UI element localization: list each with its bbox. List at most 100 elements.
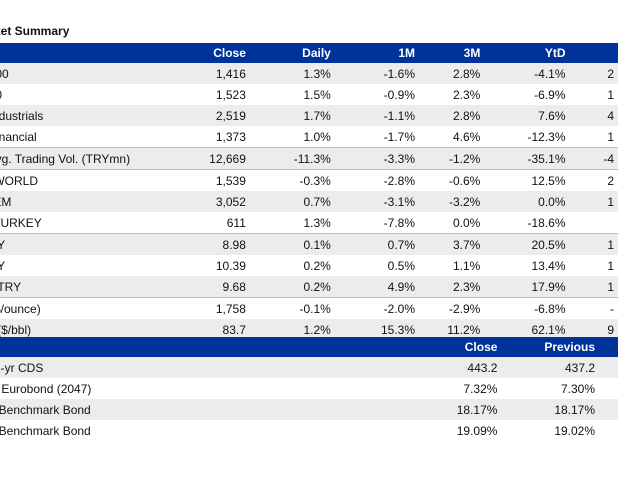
row-value: 9.68 xyxy=(165,276,250,298)
table-row: D ($/ounce)1,758-0.1%-2.0%-2.9%-6.8%- xyxy=(0,297,618,319)
table-row: CI TURKEY6111.3%-7.8%0.0%-18.6% xyxy=(0,212,618,234)
row-value: 0.2% xyxy=(249,276,335,298)
row-label: CI WORLD xyxy=(0,169,166,191)
bond-header-previous: Previous xyxy=(501,337,600,357)
row-value: 1.3% xyxy=(249,212,335,234)
row-value: 83.7 xyxy=(165,319,250,340)
row-value: -11.3% xyxy=(249,147,335,170)
row-label: CI EM xyxy=(0,191,166,212)
row-value: 0.7% xyxy=(334,233,420,255)
bond-filler xyxy=(599,399,618,420)
row-value: 4 xyxy=(569,105,618,126)
table-title: ket Summary xyxy=(0,24,70,38)
row-value: 8.98 xyxy=(165,233,250,255)
row-label: /TRY xyxy=(0,255,166,276)
row-label: ket/TRY xyxy=(0,276,166,298)
row-value: 1.1% xyxy=(419,255,485,276)
row-value: 1.7% xyxy=(249,105,335,126)
row-value: 1.3% xyxy=(249,63,335,84)
row-value: 0.7% xyxy=(249,191,335,212)
row-value: -35.1% xyxy=(484,147,570,170)
row-value: 12,669 xyxy=(165,147,250,170)
market-summary-table: Close Daily 1M 3M YtD T-1001,4161.3%-1.6… xyxy=(0,43,618,340)
row-value: 1.5% xyxy=(249,84,335,105)
row-value: -3.1% xyxy=(334,191,420,212)
row-value: 4.6% xyxy=(419,126,485,148)
row-value: 20.5% xyxy=(484,233,570,255)
row-value: 10.39 xyxy=(165,255,250,276)
row-value: -4.1% xyxy=(484,63,570,84)
row-value: 1 xyxy=(569,233,618,255)
bond-value: 18.17% xyxy=(451,399,502,420)
row-value: -0.1% xyxy=(249,297,335,319)
row-label: T-Financial xyxy=(0,126,166,148)
row-value: 0.5% xyxy=(334,255,420,276)
row-value: -1.2% xyxy=(419,147,485,170)
row-value: 4.9% xyxy=(334,276,420,298)
row-label: NT ($/bbl) xyxy=(0,319,166,340)
row-value: -1.6% xyxy=(334,63,420,84)
row-value: 12.5% xyxy=(484,169,570,191)
table-row: /TRY8.980.1%0.7%3.7%20.5%1 xyxy=(0,233,618,255)
bond-header-name xyxy=(0,337,452,357)
row-value: -3.3% xyxy=(334,147,420,170)
row-value: 1.0% xyxy=(249,126,335,148)
column-header-name xyxy=(0,43,166,63)
row-value: -6.9% xyxy=(484,84,570,105)
bond-label: ey 5-yr CDS xyxy=(0,357,452,378)
bond-value: 7.30% xyxy=(501,378,600,399)
table-header-row: Close Daily 1M 3M YtD xyxy=(0,43,618,63)
row-value: 0.2% xyxy=(249,255,335,276)
row-value: 2.8% xyxy=(419,63,485,84)
row-value: 2 xyxy=(569,169,618,191)
bond-header-close: Close xyxy=(451,337,502,357)
column-header-ytd: YtD xyxy=(484,43,570,63)
row-label: T-Industrials xyxy=(0,105,166,126)
row-label: T-100 xyxy=(0,63,166,84)
bond-row: ey - Eurobond (2047)7.32%7.30% xyxy=(0,378,618,399)
row-value: 9 xyxy=(569,319,618,340)
row-value: 17.9% xyxy=(484,276,570,298)
row-label: /TRY xyxy=(0,233,166,255)
row-value: 611 xyxy=(165,212,250,234)
bond-value: 19.09% xyxy=(451,420,502,441)
row-value: -1.7% xyxy=(334,126,420,148)
row-value: -6.8% xyxy=(484,297,570,319)
row-value: 1 xyxy=(569,126,618,148)
row-value: 1 xyxy=(569,276,618,298)
row-value: 2.3% xyxy=(419,84,485,105)
row-value: 1 xyxy=(569,255,618,276)
row-value xyxy=(569,212,618,234)
row-value: 13.4% xyxy=(484,255,570,276)
bond-header-filler xyxy=(599,337,618,357)
row-label: CI TURKEY xyxy=(0,212,166,234)
bond-label: ey - Eurobond (2047) xyxy=(0,378,452,399)
row-value: -2.9% xyxy=(419,297,485,319)
row-value: 1,523 xyxy=(165,84,250,105)
column-header-3m: 3M xyxy=(419,43,485,63)
row-value: -7.8% xyxy=(334,212,420,234)
row-value: 0.1% xyxy=(249,233,335,255)
bond-value: 19.02% xyxy=(501,420,600,441)
row-value: 7.6% xyxy=(484,105,570,126)
row-value: -2.0% xyxy=(334,297,420,319)
bond-filler xyxy=(599,420,618,441)
row-label: T Avg. Trading Vol. (TRYmn) xyxy=(0,147,166,170)
bond-filler xyxy=(599,357,618,378)
row-value: 2 xyxy=(569,63,618,84)
row-value: 62.1% xyxy=(484,319,570,340)
row-label: D ($/ounce) xyxy=(0,297,166,319)
bond-label: ear Benchmark Bond xyxy=(0,399,452,420)
bond-filler xyxy=(599,378,618,399)
bond-value: 443.2 xyxy=(451,357,502,378)
row-value: 1,539 xyxy=(165,169,250,191)
row-value: 3.7% xyxy=(419,233,485,255)
